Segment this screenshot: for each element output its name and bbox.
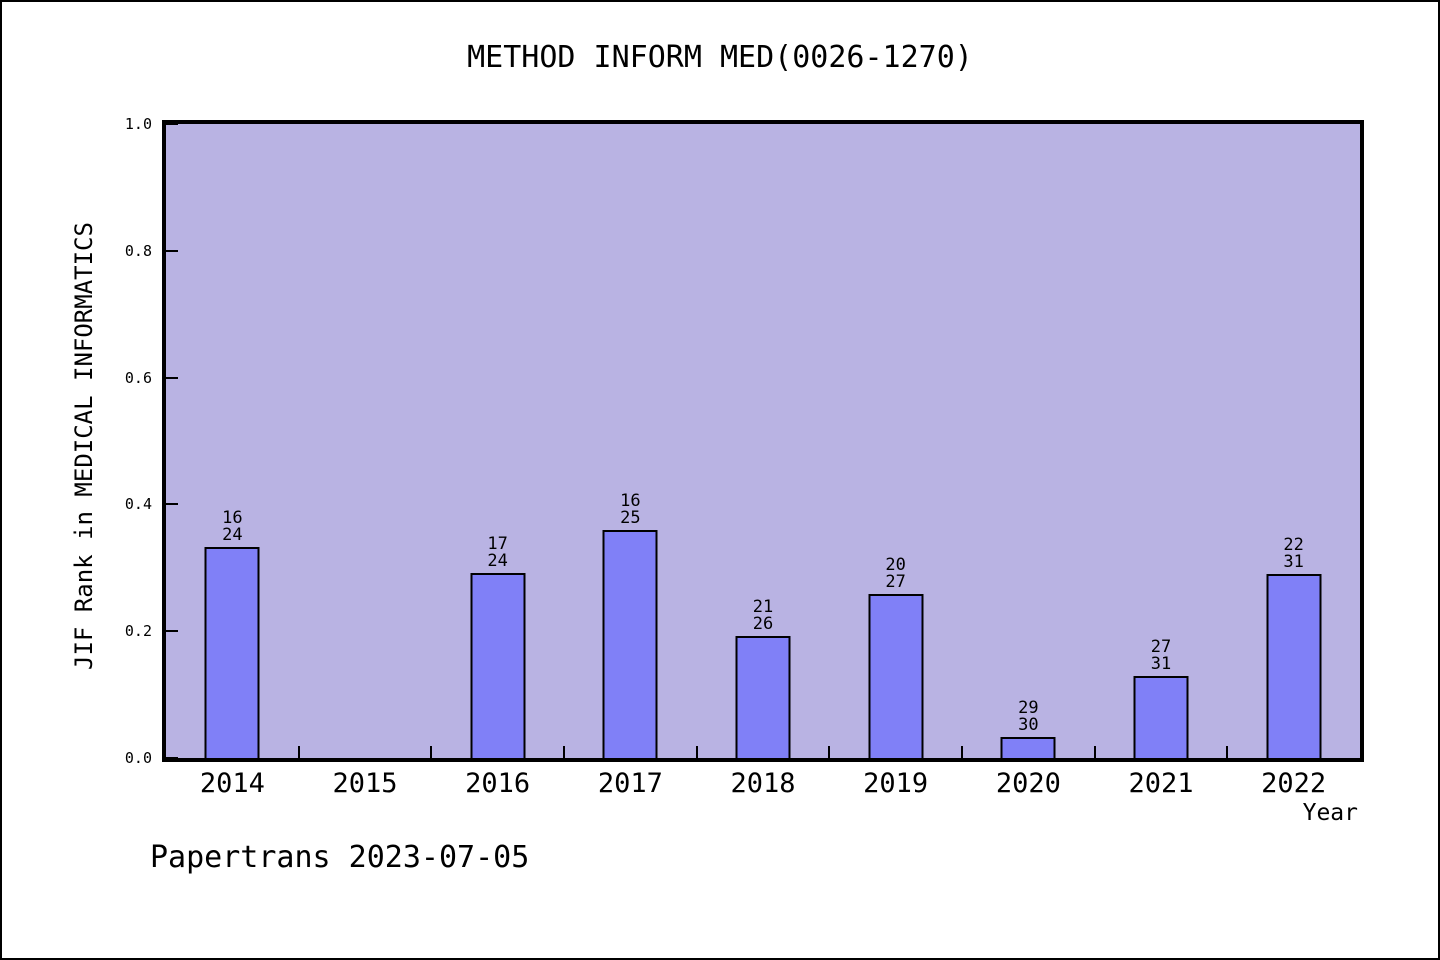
bar-label-2020: 29 30 (1018, 698, 1039, 736)
bar-2022 (1266, 574, 1322, 758)
y-tick (166, 503, 178, 506)
bar-2021 (1133, 676, 1189, 758)
x-tick (1093, 746, 1096, 758)
x-tick (297, 746, 300, 758)
x-tick-label: 2018 (730, 768, 796, 799)
x-tick (430, 746, 433, 758)
watermark-text: Papertrans 2023-07-05 (150, 840, 530, 875)
x-tick-label: 2014 (199, 768, 265, 799)
y-tick (166, 123, 178, 125)
x-tick (563, 746, 565, 758)
y-tick-label: 0.6 (124, 368, 152, 387)
y-tick-label: 0.4 (124, 495, 152, 514)
bar-label-2016: 17 24 (487, 533, 508, 571)
y-tick (166, 757, 178, 759)
bar-2014 (204, 546, 260, 758)
y-tick-label: 0.0 (124, 749, 152, 767)
y-tick (166, 630, 178, 633)
y-axis-label: JIF Rank in MEDICAL INFORMATICS (70, 222, 98, 670)
x-tick-label: 2020 (995, 768, 1061, 799)
plot-area: 0.0 0.2 0.4 0.6 0.8 1.0 2014 2015 2016 2017 2018 20… (125, 115, 1364, 799)
bar-2016 (470, 572, 526, 758)
x-tick-label: 2021 (1128, 768, 1194, 799)
x-tick (695, 746, 698, 758)
x-tick-label: 2022 (1261, 768, 1327, 799)
y-tick (166, 249, 178, 252)
x-tick (828, 746, 831, 758)
chart-title: METHOD INFORM MED(0026-1270) (467, 40, 973, 75)
bar-label-2014: 16 24 (222, 507, 243, 545)
bar-2019 (868, 593, 924, 758)
bar-label-2019: 20 27 (885, 554, 906, 592)
x-tick-label: 2019 (863, 768, 929, 799)
x-tick (961, 746, 963, 758)
x-tick-label: 2017 (597, 768, 663, 799)
x-axis-label: Year (1302, 800, 1358, 826)
y-tick-label: 1.0 (124, 115, 152, 133)
bar-label-2017: 16 25 (620, 490, 641, 528)
bar-2017 (602, 529, 658, 758)
y-tick (166, 376, 178, 379)
x-tick-label: 2015 (332, 768, 398, 799)
bar-2018 (735, 636, 791, 758)
bar-label-2021: 27 31 (1150, 637, 1172, 675)
x-tick (1226, 746, 1229, 758)
bar-2020 (1000, 737, 1056, 758)
bar-label-2018: 21 26 (752, 597, 774, 635)
x-tick-label: 2016 (465, 768, 531, 799)
bar-label-2022: 22 31 (1283, 535, 1304, 573)
y-tick-label: 0.2 (124, 622, 152, 641)
y-tick-label: 0.8 (124, 241, 152, 260)
